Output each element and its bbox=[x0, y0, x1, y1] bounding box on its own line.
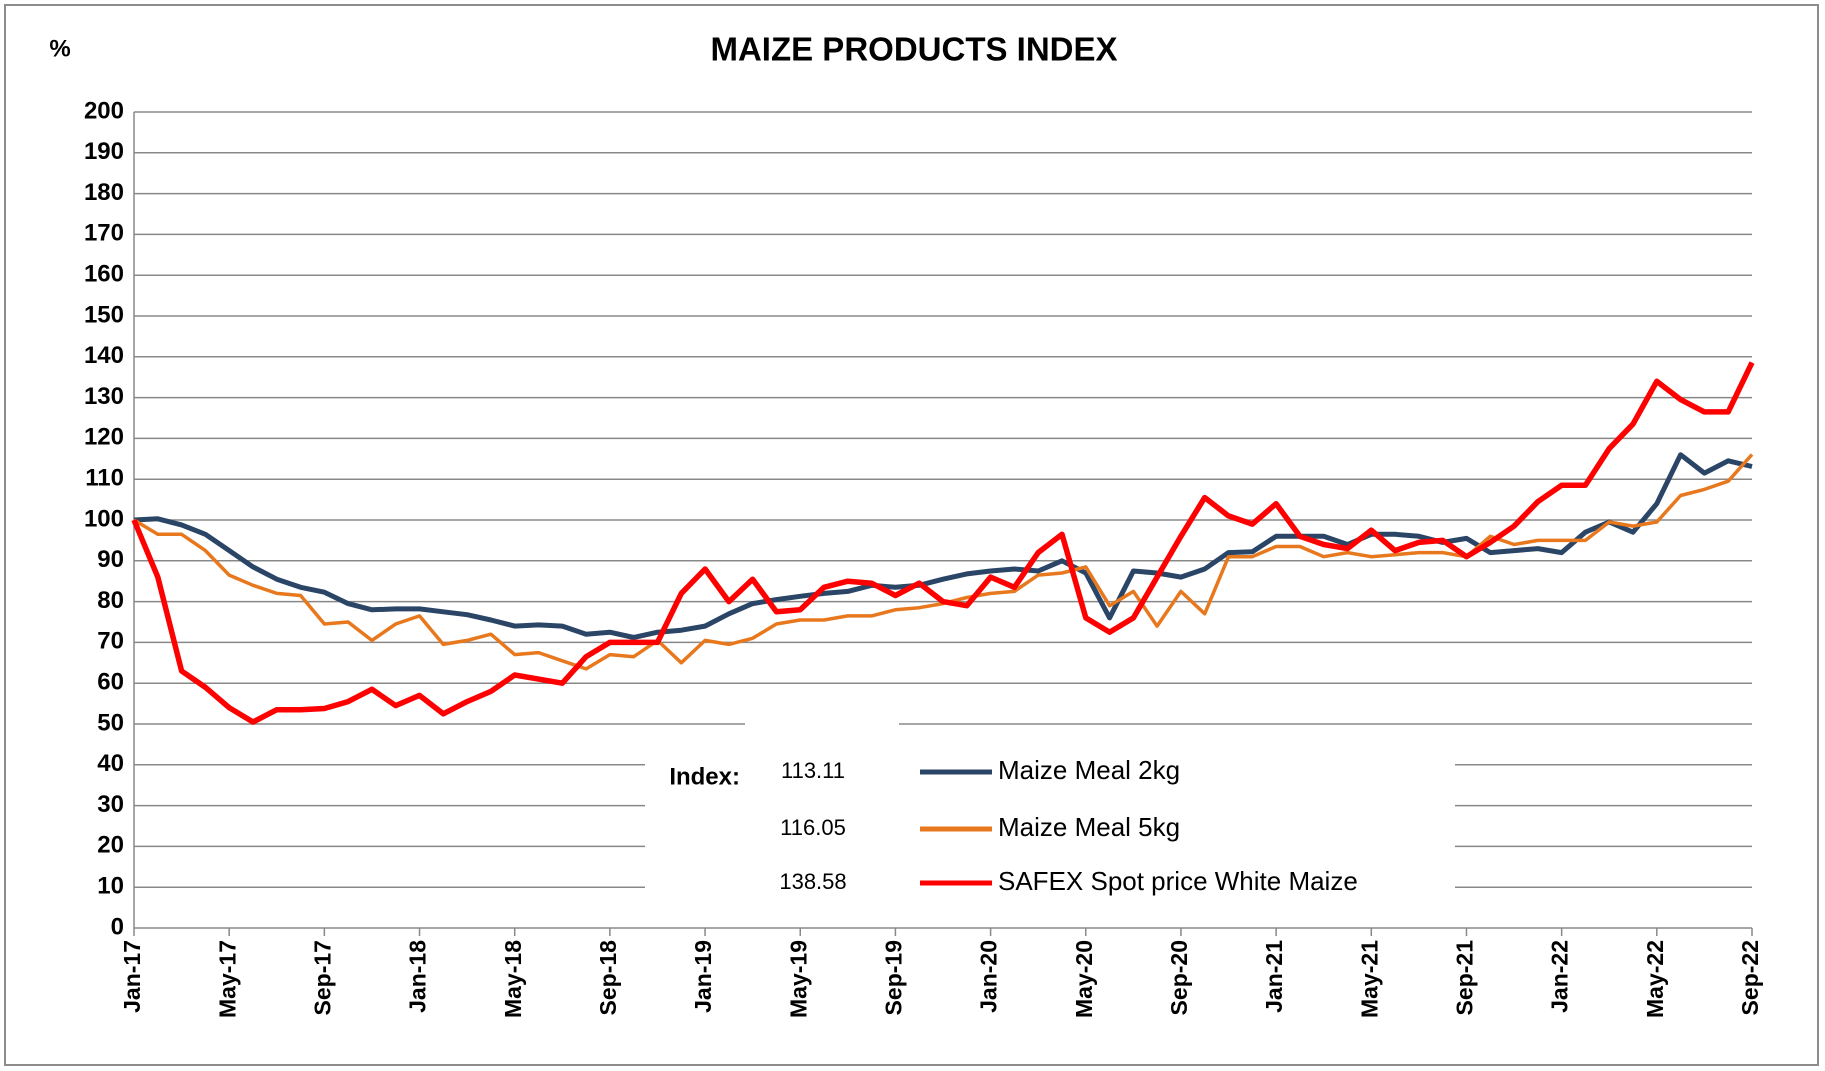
x-tick-label: May-20 bbox=[1071, 940, 1097, 1018]
x-tick-label: May-22 bbox=[1642, 940, 1668, 1018]
y-tick-label: 30 bbox=[97, 791, 124, 818]
x-tick-label: Sep-18 bbox=[595, 940, 621, 1016]
x-tick-label: Sep-19 bbox=[880, 940, 906, 1015]
y-tick-label: 20 bbox=[97, 832, 124, 859]
legend-index-value: 138.58 bbox=[779, 869, 846, 894]
x-tick-label: Jan-20 bbox=[976, 940, 1002, 1013]
legend-label: Maize Meal 5kg bbox=[998, 812, 1180, 842]
x-tick-label: Jan-22 bbox=[1547, 940, 1573, 1013]
x-tick-label: Jan-19 bbox=[690, 940, 716, 1013]
legend-box bbox=[645, 758, 1455, 916]
x-tick-label: May-18 bbox=[500, 940, 526, 1018]
y-tick-label: 40 bbox=[97, 750, 124, 777]
x-tick-label: Sep-17 bbox=[309, 940, 335, 1015]
x-tick-label: Sep-21 bbox=[1452, 940, 1478, 1016]
legend-index-value: 113.11 bbox=[781, 758, 845, 783]
x-tick-label: Sep-20 bbox=[1166, 940, 1192, 1015]
y-tick-label: 190 bbox=[84, 138, 124, 165]
y-tick-label: 110 bbox=[85, 465, 124, 492]
x-tick-label: Jan-17 bbox=[119, 940, 145, 1013]
y-tick-label: 80 bbox=[97, 587, 124, 614]
y-tick-label: 170 bbox=[84, 220, 124, 247]
legend-label: Maize Meal 2kg bbox=[998, 755, 1180, 785]
x-tick-label: May-17 bbox=[214, 940, 240, 1018]
y-tick-label: 100 bbox=[84, 505, 124, 532]
legend-index-label: Index: bbox=[669, 763, 740, 790]
chart-title: MAIZE PRODUCTS INDEX bbox=[710, 31, 1117, 68]
legend-index-value: 116.05 bbox=[780, 815, 846, 840]
x-tick-label: Sep-22 bbox=[1737, 940, 1763, 1015]
y-tick-label: 150 bbox=[84, 301, 124, 328]
y-tick-label: 200 bbox=[84, 97, 124, 124]
legend-label: SAFEX Spot price White Maize bbox=[998, 866, 1358, 896]
series-line bbox=[131, 361, 1755, 725]
y-tick-label: 50 bbox=[97, 709, 124, 736]
y-tick-label: 70 bbox=[97, 628, 124, 655]
x-tick-label: May-19 bbox=[785, 940, 811, 1018]
y-axis-label: % bbox=[49, 35, 70, 62]
y-tick-label: 10 bbox=[97, 873, 124, 900]
x-tick-label: May-21 bbox=[1356, 940, 1382, 1018]
x-tick-label: Jan-21 bbox=[1261, 940, 1287, 1013]
y-tick-label: 60 bbox=[97, 669, 124, 696]
y-tick-label: 140 bbox=[84, 342, 124, 369]
y-tick-label: 160 bbox=[84, 261, 124, 288]
y-tick-label: 120 bbox=[84, 424, 124, 451]
y-tick-label: 130 bbox=[84, 383, 124, 410]
y-tick-label: 0 bbox=[111, 913, 124, 940]
y-tick-label: 180 bbox=[84, 179, 124, 206]
x-tick-label: Jan-18 bbox=[405, 940, 431, 1013]
y-tick-label: 90 bbox=[97, 546, 124, 573]
